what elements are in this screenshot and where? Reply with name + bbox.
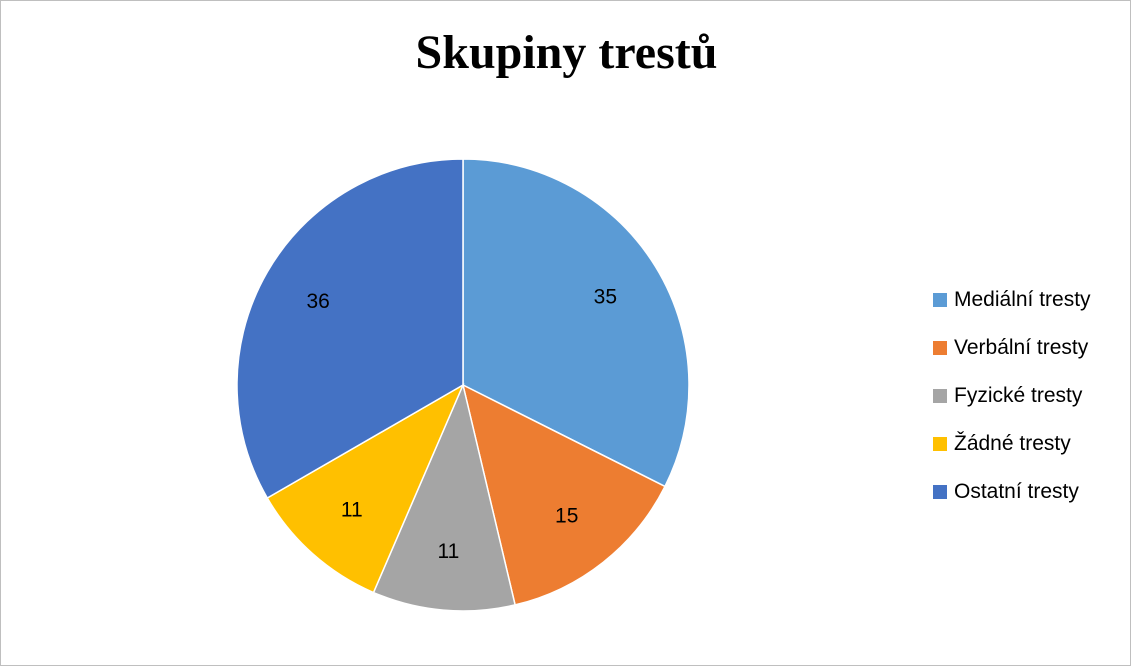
pie-slice <box>236 158 464 500</box>
legend-item: Žádné tresty <box>933 420 1091 468</box>
legend-label: Žádné tresty <box>954 432 1071 455</box>
legend-swatch <box>933 485 947 499</box>
pie-slice <box>461 383 666 606</box>
legend-item: Fyzické tresty <box>933 372 1091 420</box>
legend-label: Ostatní tresty <box>954 480 1079 503</box>
legend-swatch <box>933 437 947 451</box>
data-label: 36 <box>306 290 329 313</box>
data-label: 11 <box>341 498 363 521</box>
legend-label: Fyzické tresty <box>954 384 1083 407</box>
chart-legend: Mediální tresty Verbální tresty Fyzické tr… <box>933 276 1091 516</box>
data-label: 15 <box>555 505 578 528</box>
data-label: 11 <box>438 540 460 563</box>
pie-slice <box>372 382 517 612</box>
data-label: 35 <box>594 286 617 309</box>
legend-label: Verbální tresty <box>954 336 1089 359</box>
chart-title: Skupiny trestů <box>415 26 718 79</box>
legend-item: Verbální tresty <box>933 324 1091 372</box>
legend-swatch <box>933 389 947 403</box>
legend-swatch <box>933 293 947 307</box>
legend-item: Mediální tresty <box>933 276 1091 324</box>
legend-label: Mediální tresty <box>954 288 1091 311</box>
legend-swatch <box>933 341 947 355</box>
pie-slice <box>266 383 465 594</box>
pie-slice <box>462 158 690 488</box>
legend-item: Ostatní tresty <box>933 468 1091 516</box>
